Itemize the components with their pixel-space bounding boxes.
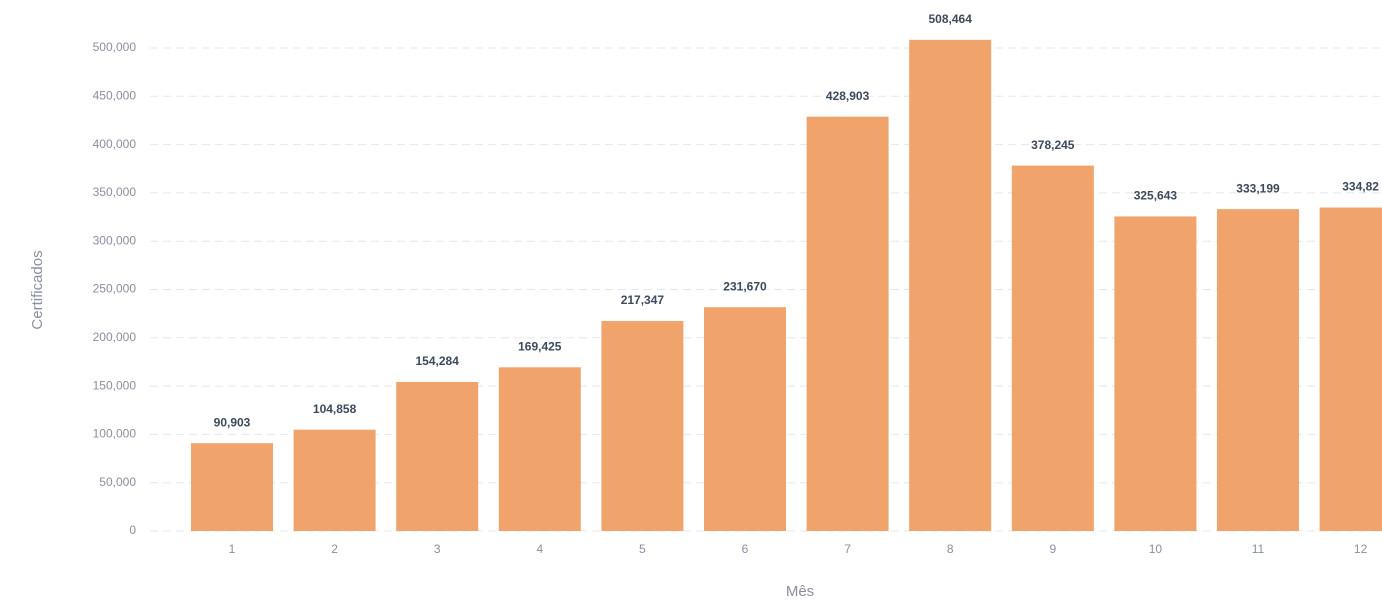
x-tick-label: 5 — [639, 542, 646, 556]
y-tick-label: 450,000 — [93, 88, 137, 102]
bar — [1114, 216, 1197, 531]
bar — [293, 429, 376, 531]
y-tick-label: 350,000 — [93, 185, 137, 199]
x-tick-label: 9 — [1049, 542, 1056, 556]
value-label: 154,284 — [416, 354, 460, 368]
y-tick-label: 200,000 — [93, 330, 137, 344]
x-tick-label: 11 — [1252, 542, 1265, 556]
y-tick-label: 400,000 — [93, 137, 137, 151]
y-tick-label: 250,000 — [93, 282, 137, 296]
value-label: 231,670 — [723, 279, 767, 293]
x-tick-label: 4 — [536, 542, 543, 556]
y-tick-label: 500,000 — [93, 40, 137, 54]
value-label: 334,82 — [1342, 180, 1379, 194]
bar — [191, 443, 273, 531]
x-tick-label: 12 — [1354, 542, 1368, 556]
y-tick-label: 0 — [129, 523, 136, 537]
y-tick-label: 100,000 — [93, 427, 137, 441]
value-label: 325,643 — [1134, 189, 1178, 203]
y-tick-label: 150,000 — [93, 378, 137, 392]
bar — [1319, 207, 1382, 531]
y-tick-label: 300,000 — [93, 233, 137, 247]
bar — [1217, 209, 1299, 531]
value-label: 217,347 — [621, 293, 665, 307]
bar — [396, 381, 479, 531]
bar — [806, 116, 889, 531]
value-label: 508,464 — [929, 12, 973, 26]
x-tick-label: 8 — [947, 542, 954, 556]
y-tick-label: 50,000 — [99, 475, 136, 489]
value-label: 428,903 — [826, 89, 870, 103]
x-axis-title: Mês — [786, 583, 814, 600]
x-tick-label: 6 — [742, 542, 749, 556]
x-tick-label: 10 — [1149, 542, 1163, 556]
value-label: 333,199 — [1236, 181, 1280, 195]
value-label: 90,903 — [214, 415, 251, 429]
value-label: 104,858 — [313, 402, 357, 416]
x-tick-label: 3 — [434, 542, 441, 556]
bar — [909, 39, 992, 531]
value-label: 378,245 — [1031, 138, 1075, 152]
x-tick-label: 1 — [229, 542, 236, 556]
value-label: 169,425 — [518, 340, 562, 354]
x-tick-label: 7 — [844, 542, 851, 556]
bar — [601, 321, 684, 531]
bar — [498, 367, 581, 531]
bar — [704, 307, 786, 531]
x-tick-label: 2 — [331, 542, 338, 556]
y-axis-title: Certificados — [29, 250, 46, 329]
bar — [1011, 165, 1094, 531]
